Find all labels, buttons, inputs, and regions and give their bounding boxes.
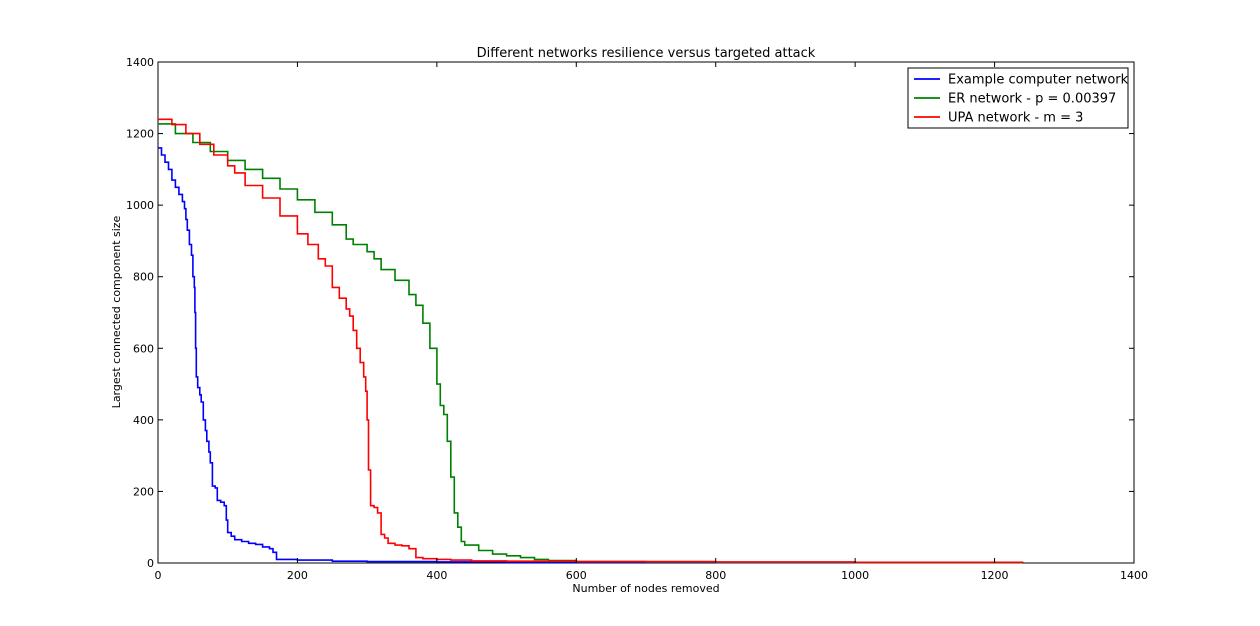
y-tick-label: 1200 [126,128,154,141]
x-tick-label: 600 [566,569,587,582]
axes-frame [157,61,1135,564]
y-tick-label: 600 [133,342,154,355]
y-tick-label: 400 [133,414,154,427]
x-tick-label: 0 [155,569,162,582]
chart-title: Different networks resilience versus tar… [477,46,816,61]
series-line-1 [158,147,1023,564]
x-tick-label: 1400 [1120,569,1148,582]
series-line-3 [158,118,1024,564]
legend-box [907,67,1129,129]
plot-area [157,61,1135,564]
y-tick-label: 1400 [126,56,154,69]
series-line-2 [158,123,1023,564]
x-tick-label: 400 [426,569,447,582]
x-tick-label: 800 [705,569,726,582]
legend-label-3: UPA network - m = 3 [948,111,1083,126]
legend-label-1: Example computer network [948,73,1129,88]
legend-label-2: ER network - p = 0.00397 [948,92,1116,107]
y-axis-ticks: 0 200 400 600 800 1000 1200 1400 [126,56,1134,570]
x-axis-label: Number of nodes removed [572,582,719,595]
y-tick-label: 200 [133,485,154,498]
x-tick-label: 1200 [981,569,1009,582]
legend: Example computer network ER network - p =… [907,67,1129,129]
y-axis-label: Largest connected component size [110,215,123,408]
y-tick-label: 1000 [126,199,154,212]
y-tick-label: 0 [147,557,154,570]
x-axis-ticks: 0 200 400 600 800 1000 1200 1400 [155,62,1148,582]
x-tick-label: 1000 [841,569,869,582]
x-tick-label: 200 [287,569,308,582]
y-tick-label: 800 [133,271,154,284]
